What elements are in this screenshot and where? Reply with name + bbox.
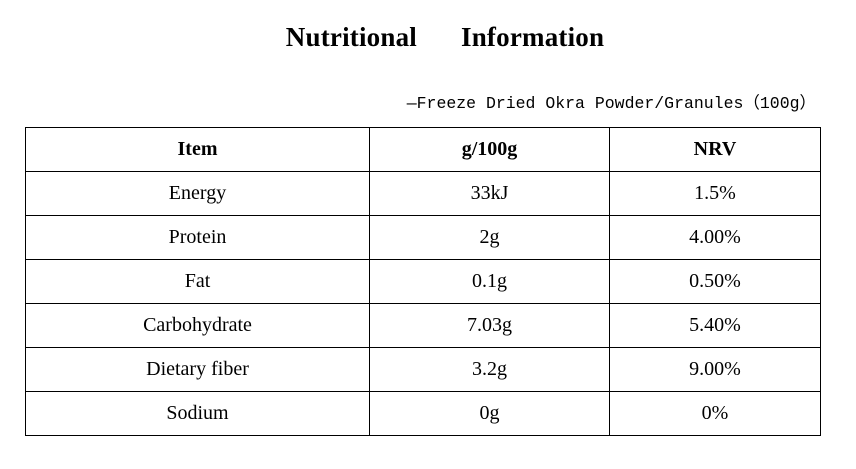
cell-nrv: 5.40% bbox=[609, 303, 821, 348]
page-title: Nutritional Information bbox=[0, 22, 856, 53]
cell-item: Protein bbox=[25, 215, 370, 260]
cell-nrv: 0.50% bbox=[609, 259, 821, 304]
title-part-nutritional: Nutritional bbox=[285, 22, 417, 52]
table-row: Energy 33kJ 1.5% bbox=[25, 171, 821, 216]
table-row: Dietary fiber 3.2g 9.00% bbox=[25, 347, 821, 392]
cell-amount: 33kJ bbox=[369, 171, 610, 216]
cell-nrv: 4.00% bbox=[609, 215, 821, 260]
title-part-information: Information bbox=[461, 22, 605, 52]
header-per-100g: g/100g bbox=[369, 127, 610, 172]
header-nrv: NRV bbox=[609, 127, 821, 172]
cell-item: Carbohydrate bbox=[25, 303, 370, 348]
cell-nrv: 9.00% bbox=[609, 347, 821, 392]
cell-amount: 2g bbox=[369, 215, 610, 260]
cell-nrv: 0% bbox=[609, 391, 821, 436]
cell-nrv: 1.5% bbox=[609, 171, 821, 216]
table-row: Sodium 0g 0% bbox=[25, 391, 821, 436]
cell-amount: 0.1g bbox=[369, 259, 610, 304]
cell-item: Dietary fiber bbox=[25, 347, 370, 392]
table-row: Carbohydrate 7.03g 5.40% bbox=[25, 303, 821, 348]
product-subtitle: —Freeze Dried Okra Powder/Granules（100g） bbox=[406, 94, 816, 113]
table-row: Protein 2g 4.00% bbox=[25, 215, 821, 260]
cell-amount: 3.2g bbox=[369, 347, 610, 392]
cell-amount: 7.03g bbox=[369, 303, 610, 348]
nutrition-table: Item g/100g NRV Energy 33kJ 1.5% Protein… bbox=[25, 127, 821, 436]
cell-item: Fat bbox=[25, 259, 370, 304]
cell-item: Energy bbox=[25, 171, 370, 216]
table-header-row: Item g/100g NRV bbox=[25, 127, 821, 172]
table-row: Fat 0.1g 0.50% bbox=[25, 259, 821, 304]
cell-amount: 0g bbox=[369, 391, 610, 436]
header-item: Item bbox=[25, 127, 370, 172]
cell-item: Sodium bbox=[25, 391, 370, 436]
